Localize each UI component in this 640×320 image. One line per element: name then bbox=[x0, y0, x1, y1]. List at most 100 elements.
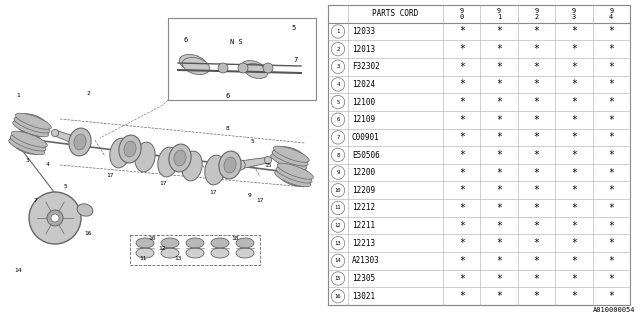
Circle shape bbox=[218, 63, 228, 73]
Ellipse shape bbox=[273, 147, 307, 169]
Text: 12200: 12200 bbox=[352, 168, 375, 177]
Text: 6: 6 bbox=[226, 93, 230, 99]
Text: 12213: 12213 bbox=[352, 239, 375, 248]
Ellipse shape bbox=[179, 54, 207, 72]
Text: *: * bbox=[496, 27, 502, 36]
Text: *: * bbox=[459, 291, 465, 301]
Text: F32302: F32302 bbox=[352, 62, 380, 71]
Text: 14: 14 bbox=[335, 258, 341, 263]
Ellipse shape bbox=[205, 155, 225, 185]
Ellipse shape bbox=[271, 154, 307, 170]
Text: *: * bbox=[459, 274, 465, 284]
Text: 12033: 12033 bbox=[352, 27, 375, 36]
Text: 17: 17 bbox=[209, 189, 217, 195]
Text: 8: 8 bbox=[226, 125, 230, 131]
Text: *: * bbox=[609, 291, 614, 301]
Text: 12212: 12212 bbox=[352, 204, 375, 212]
Ellipse shape bbox=[276, 164, 311, 186]
Text: *: * bbox=[496, 79, 502, 89]
Text: 12100: 12100 bbox=[352, 98, 375, 107]
Text: 12013: 12013 bbox=[352, 44, 375, 54]
Text: *: * bbox=[459, 168, 465, 178]
Text: 18: 18 bbox=[231, 236, 239, 241]
Text: *: * bbox=[459, 62, 465, 72]
Ellipse shape bbox=[12, 131, 47, 147]
Text: 10: 10 bbox=[148, 236, 156, 241]
Text: *: * bbox=[459, 185, 465, 195]
Text: *: * bbox=[496, 274, 502, 284]
Text: *: * bbox=[534, 79, 540, 89]
Bar bbox=[168, 18, 316, 100]
Text: 3: 3 bbox=[572, 14, 576, 20]
Circle shape bbox=[263, 63, 273, 73]
Text: *: * bbox=[571, 115, 577, 125]
Text: *: * bbox=[571, 220, 577, 231]
Text: PARTS CORD: PARTS CORD bbox=[372, 9, 419, 18]
Text: 13021: 13021 bbox=[352, 292, 375, 301]
Text: *: * bbox=[534, 274, 540, 284]
Circle shape bbox=[332, 219, 345, 232]
Ellipse shape bbox=[74, 134, 86, 150]
Text: *: * bbox=[571, 79, 577, 89]
Circle shape bbox=[235, 160, 245, 170]
Text: 9: 9 bbox=[534, 8, 539, 14]
Ellipse shape bbox=[211, 238, 229, 248]
Text: *: * bbox=[534, 168, 540, 178]
Text: C00901: C00901 bbox=[352, 133, 380, 142]
Circle shape bbox=[238, 63, 248, 73]
Text: 12305: 12305 bbox=[352, 274, 375, 283]
Text: 2: 2 bbox=[534, 14, 539, 20]
Circle shape bbox=[332, 166, 345, 179]
Ellipse shape bbox=[273, 146, 309, 162]
Text: *: * bbox=[609, 168, 614, 178]
Text: E50506: E50506 bbox=[352, 150, 380, 159]
Text: *: * bbox=[534, 256, 540, 266]
Ellipse shape bbox=[119, 135, 141, 163]
Ellipse shape bbox=[135, 142, 155, 172]
Text: *: * bbox=[571, 27, 577, 36]
Text: A21303: A21303 bbox=[352, 256, 380, 265]
Text: *: * bbox=[496, 132, 502, 142]
Text: *: * bbox=[609, 115, 614, 125]
Ellipse shape bbox=[276, 167, 312, 183]
Text: 1: 1 bbox=[497, 14, 501, 20]
Text: 7: 7 bbox=[337, 135, 340, 140]
Text: 12211: 12211 bbox=[352, 221, 375, 230]
Ellipse shape bbox=[236, 248, 254, 258]
Text: 12109: 12109 bbox=[352, 115, 375, 124]
Ellipse shape bbox=[182, 151, 202, 181]
Ellipse shape bbox=[161, 248, 179, 258]
Text: 4: 4 bbox=[46, 162, 50, 166]
Text: *: * bbox=[496, 256, 502, 266]
Circle shape bbox=[332, 290, 345, 303]
Ellipse shape bbox=[236, 238, 254, 248]
Text: 7: 7 bbox=[294, 57, 298, 63]
Polygon shape bbox=[239, 157, 269, 169]
Text: *: * bbox=[534, 62, 540, 72]
Text: *: * bbox=[609, 220, 614, 231]
Text: 9: 9 bbox=[248, 193, 252, 197]
Text: *: * bbox=[571, 132, 577, 142]
Ellipse shape bbox=[244, 64, 268, 78]
Text: 12: 12 bbox=[335, 223, 341, 228]
Text: 4: 4 bbox=[337, 82, 340, 87]
Text: *: * bbox=[609, 44, 614, 54]
Text: *: * bbox=[609, 256, 614, 266]
Text: 8: 8 bbox=[337, 153, 340, 157]
Ellipse shape bbox=[211, 248, 229, 258]
Ellipse shape bbox=[182, 58, 210, 75]
Ellipse shape bbox=[186, 248, 204, 258]
Ellipse shape bbox=[14, 117, 50, 133]
Ellipse shape bbox=[11, 132, 45, 154]
Ellipse shape bbox=[10, 135, 46, 151]
Text: 5: 5 bbox=[63, 183, 67, 188]
Text: *: * bbox=[609, 132, 614, 142]
Text: 11: 11 bbox=[140, 255, 147, 260]
Text: 12024: 12024 bbox=[352, 80, 375, 89]
Text: 9: 9 bbox=[572, 8, 576, 14]
Ellipse shape bbox=[69, 128, 91, 156]
Circle shape bbox=[332, 201, 345, 215]
Text: *: * bbox=[534, 27, 540, 36]
Text: *: * bbox=[534, 44, 540, 54]
Text: *: * bbox=[496, 62, 502, 72]
